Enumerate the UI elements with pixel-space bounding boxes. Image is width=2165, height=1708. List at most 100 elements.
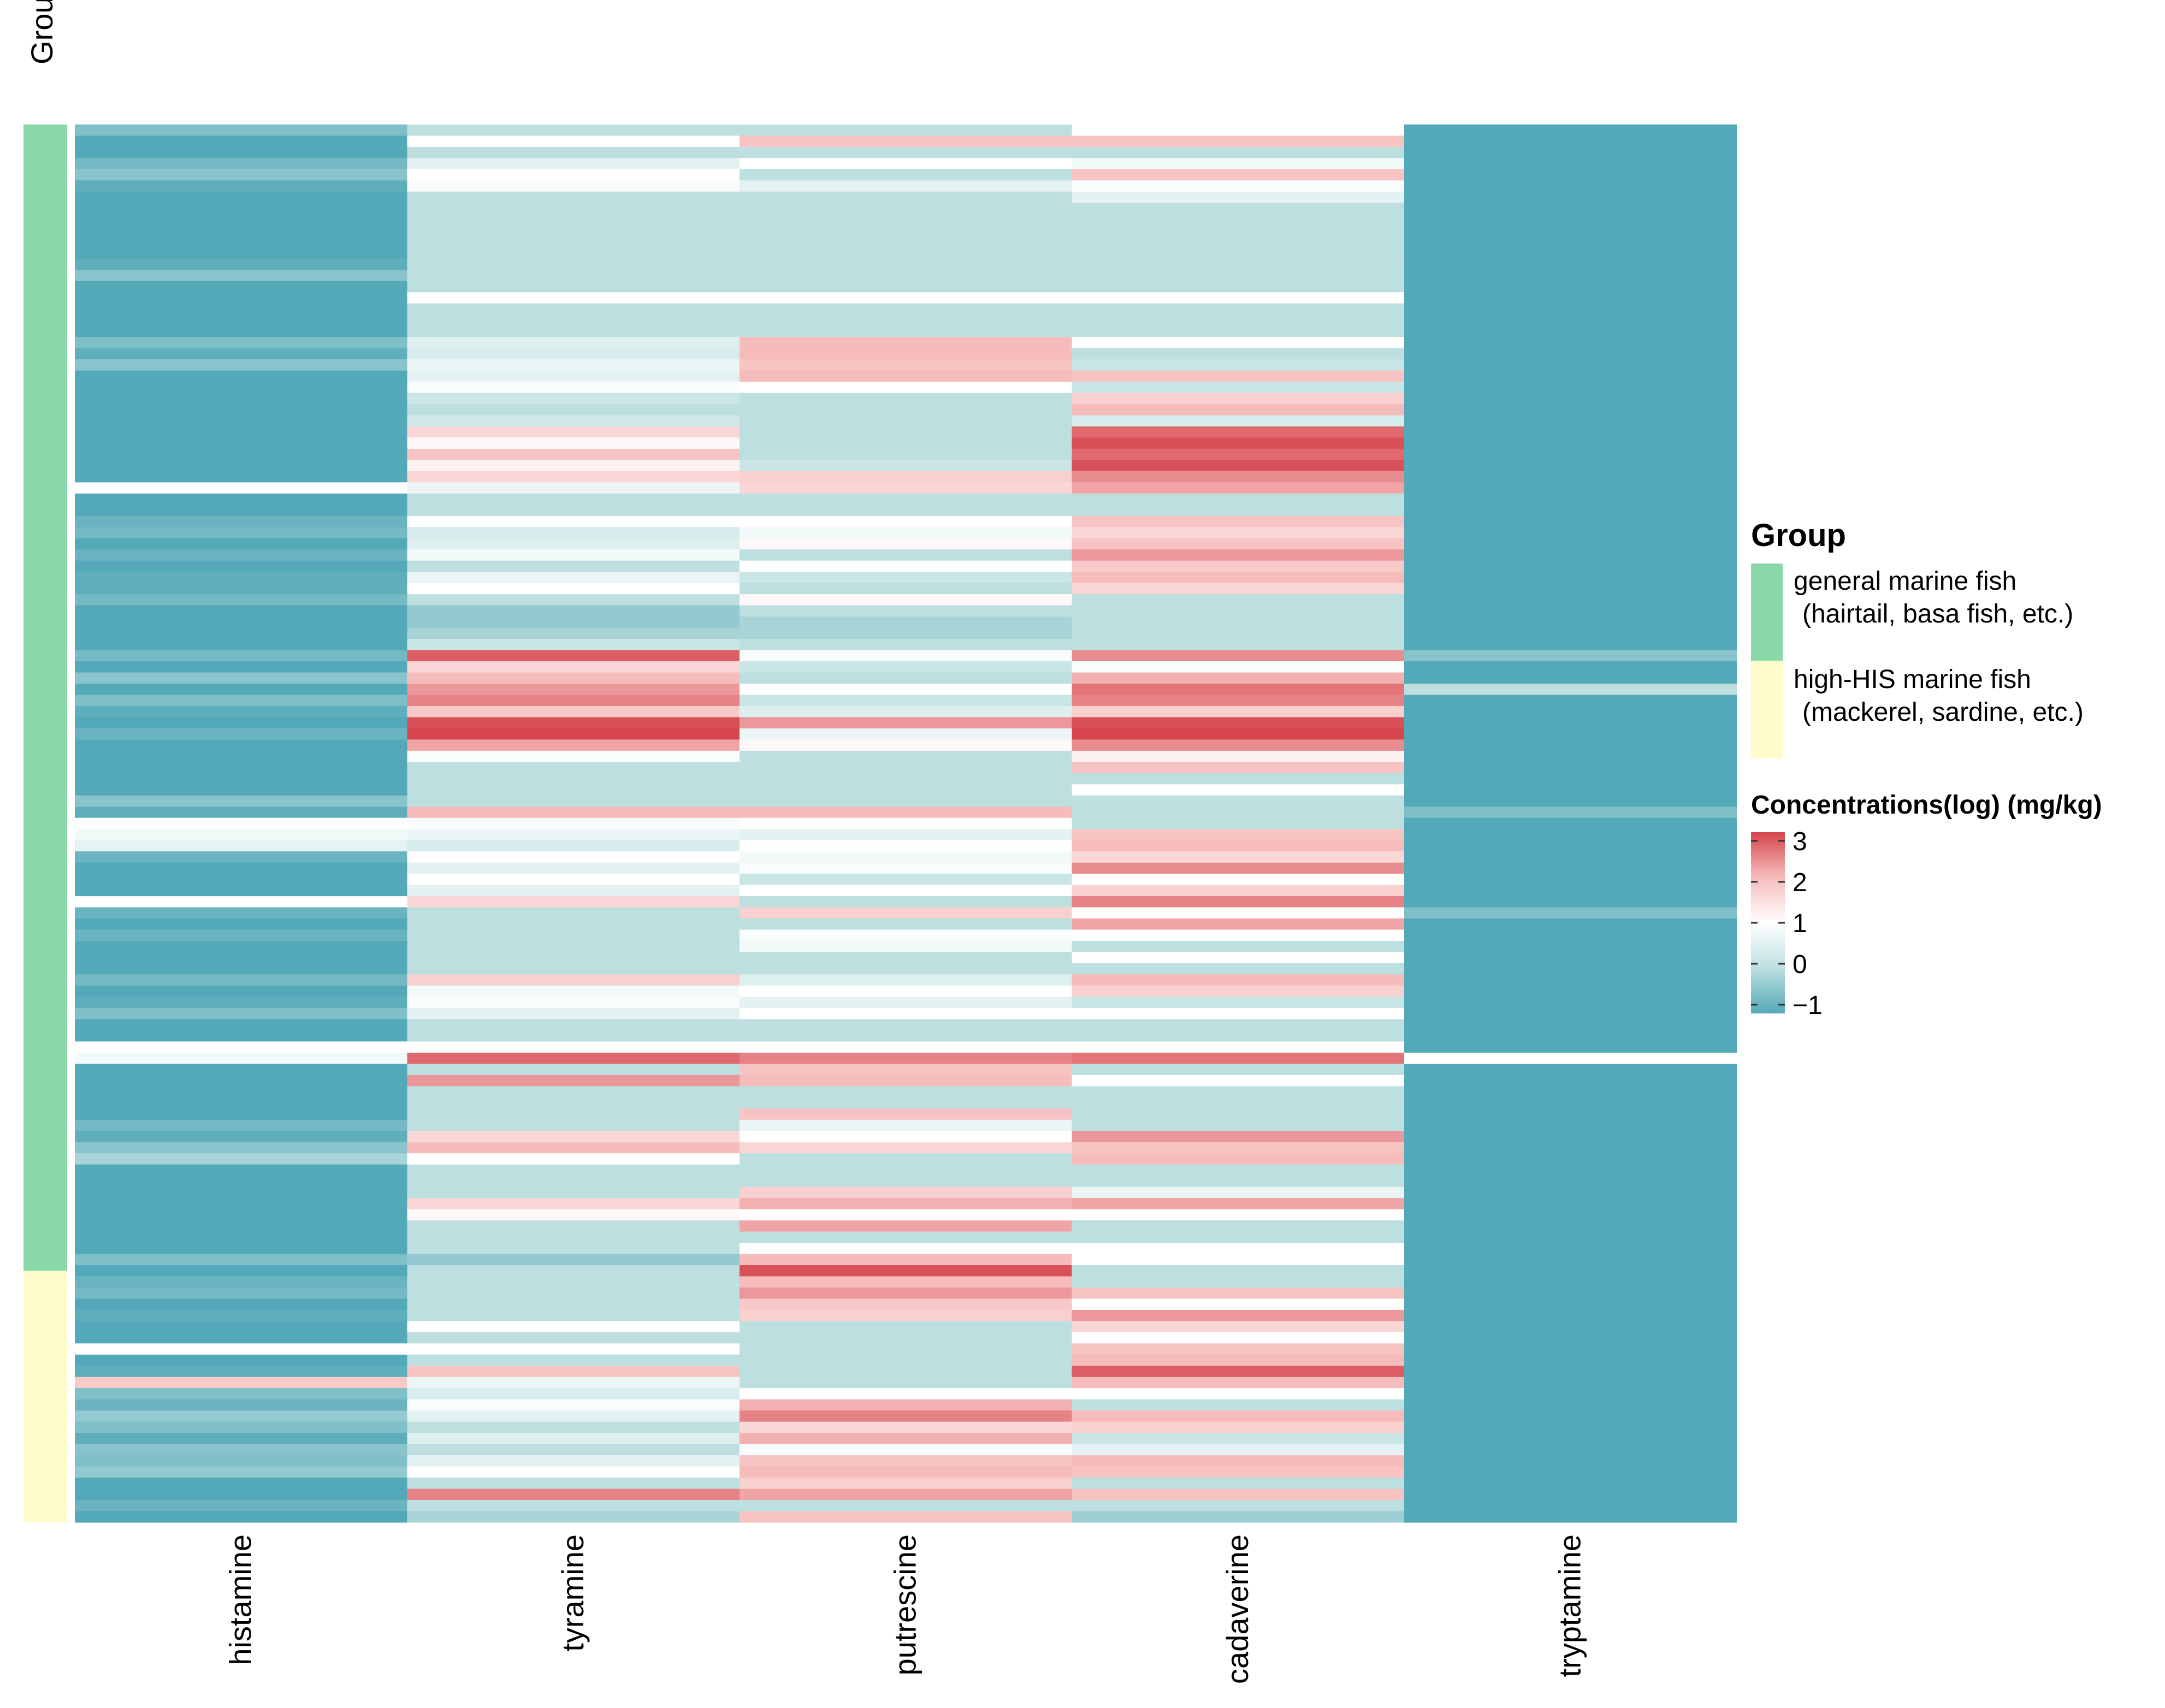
heatmap-cell <box>75 225 408 237</box>
heatmap-cell <box>75 773 408 785</box>
heatmap-cell <box>75 1064 408 1076</box>
heatmap-cell <box>75 124 408 137</box>
heatmap-cell <box>1072 974 1405 986</box>
heatmap-cell <box>1404 325 1737 337</box>
heatmap-cell <box>75 1164 408 1176</box>
heatmap-cell <box>407 370 740 382</box>
heatmap-cell <box>1404 247 1737 259</box>
heatmap-cell <box>407 1153 740 1165</box>
heatmap-cell <box>1404 1164 1737 1176</box>
heatmap-cell <box>1072 482 1405 494</box>
heatmap-cell <box>1072 270 1405 282</box>
heatmap-cell <box>1072 292 1405 304</box>
heatmap-cell <box>75 1187 408 1199</box>
heatmap-cell <box>75 538 408 550</box>
heatmap-cell <box>1072 1007 1405 1019</box>
heatmap-cell <box>740 616 1073 628</box>
heatmap-cell <box>1404 616 1737 628</box>
heatmap-cell <box>407 661 740 673</box>
heatmap-cell <box>1404 661 1737 673</box>
heatmap-cell <box>740 1209 1073 1221</box>
heatmap-cell <box>1404 348 1737 360</box>
heatmap-cell <box>407 918 740 930</box>
heatmap-cell <box>740 493 1073 505</box>
heatmap-cell <box>1072 169 1405 181</box>
heatmap-cell <box>1072 672 1405 684</box>
heatmap-cell <box>75 1433 408 1445</box>
heatmap-cell <box>407 1377 740 1389</box>
heatmap-cell <box>407 684 740 696</box>
heatmap-cell <box>407 1488 740 1501</box>
heatmap-cell <box>1072 695 1405 707</box>
heatmap-cell <box>75 695 408 707</box>
heatmap-cell <box>740 929 1073 941</box>
heatmap-cell <box>1072 918 1405 930</box>
heatmap-cell <box>75 493 408 505</box>
heatmap-cell <box>407 359 740 371</box>
heatmap-cell <box>1404 806 1737 819</box>
heatmap-cell <box>1072 1343 1405 1355</box>
heatmap-cell <box>740 650 1073 662</box>
heatmap-cell <box>740 1254 1073 1266</box>
heatmap-cell <box>1072 583 1405 595</box>
column-label: tyramine <box>555 1534 590 1652</box>
heatmap-cell <box>1404 795 1737 807</box>
heatmap-cell <box>407 158 740 170</box>
heatmap-cell <box>75 907 408 919</box>
heatmap-cell <box>1072 426 1405 438</box>
heatmap-cell <box>75 963 408 975</box>
heatmap-cell <box>740 885 1073 897</box>
heatmap-cell <box>1404 762 1737 774</box>
heatmap-cell <box>1072 817 1405 829</box>
heatmap-cell <box>740 1444 1073 1456</box>
heatmap-cell <box>407 1220 740 1232</box>
heatmap-cell <box>1404 549 1737 561</box>
heatmap-cell <box>407 750 740 762</box>
heatmap-cell <box>740 359 1073 371</box>
heatmap-cell <box>407 1466 740 1478</box>
heatmap-cell <box>1404 315 1737 327</box>
heatmap-cell <box>1072 1433 1405 1445</box>
heatmap-cell <box>407 515 740 527</box>
heatmap-cell <box>740 315 1073 327</box>
heatmap-cell <box>740 258 1073 270</box>
heatmap-cell <box>1404 1030 1737 1042</box>
heatmap-cell <box>740 717 1073 729</box>
heatmap-cell <box>407 315 740 327</box>
heatmap-cell <box>1404 963 1737 975</box>
heatmap-cell <box>75 303 408 315</box>
heatmap-cell <box>1072 616 1405 628</box>
heatmap-cell <box>407 739 740 751</box>
heatmap-cell <box>407 437 740 449</box>
heatmap-cell <box>407 281 740 293</box>
heatmap-cell <box>1404 1377 1737 1389</box>
heatmap-cell <box>740 191 1073 203</box>
heatmap-cell <box>75 627 408 639</box>
heatmap-cell <box>407 393 740 405</box>
heatmap-cell <box>407 1433 740 1445</box>
heatmap-cell <box>1072 382 1405 394</box>
heatmap-cell <box>740 1153 1073 1165</box>
heatmap-cell <box>75 1466 408 1478</box>
group-annotation-bar <box>23 124 67 1522</box>
heatmap-cell <box>1404 180 1737 192</box>
heatmap-cell <box>75 717 408 729</box>
heatmap-cell <box>75 515 408 527</box>
heatmap-cell <box>75 583 408 595</box>
heatmap-cell <box>1072 460 1405 472</box>
heatmap-cell <box>75 672 408 684</box>
heatmap-cell <box>407 1444 740 1456</box>
heatmap-cell <box>407 896 740 908</box>
heatmap-cell <box>740 1309 1073 1321</box>
heatmap-cell <box>407 1309 740 1321</box>
heatmap-cell <box>407 1064 740 1076</box>
heatmap-cell <box>1072 359 1405 371</box>
heatmap-cell <box>407 258 740 270</box>
heatmap-cell <box>1404 214 1737 226</box>
heatmap-cell <box>740 684 1073 696</box>
heatmap-cell <box>740 963 1073 975</box>
heatmap-cell <box>1072 337 1405 349</box>
heatmap-cell <box>75 1511 408 1523</box>
heatmap-cell <box>740 1466 1073 1478</box>
heatmap-cell <box>1404 169 1737 181</box>
